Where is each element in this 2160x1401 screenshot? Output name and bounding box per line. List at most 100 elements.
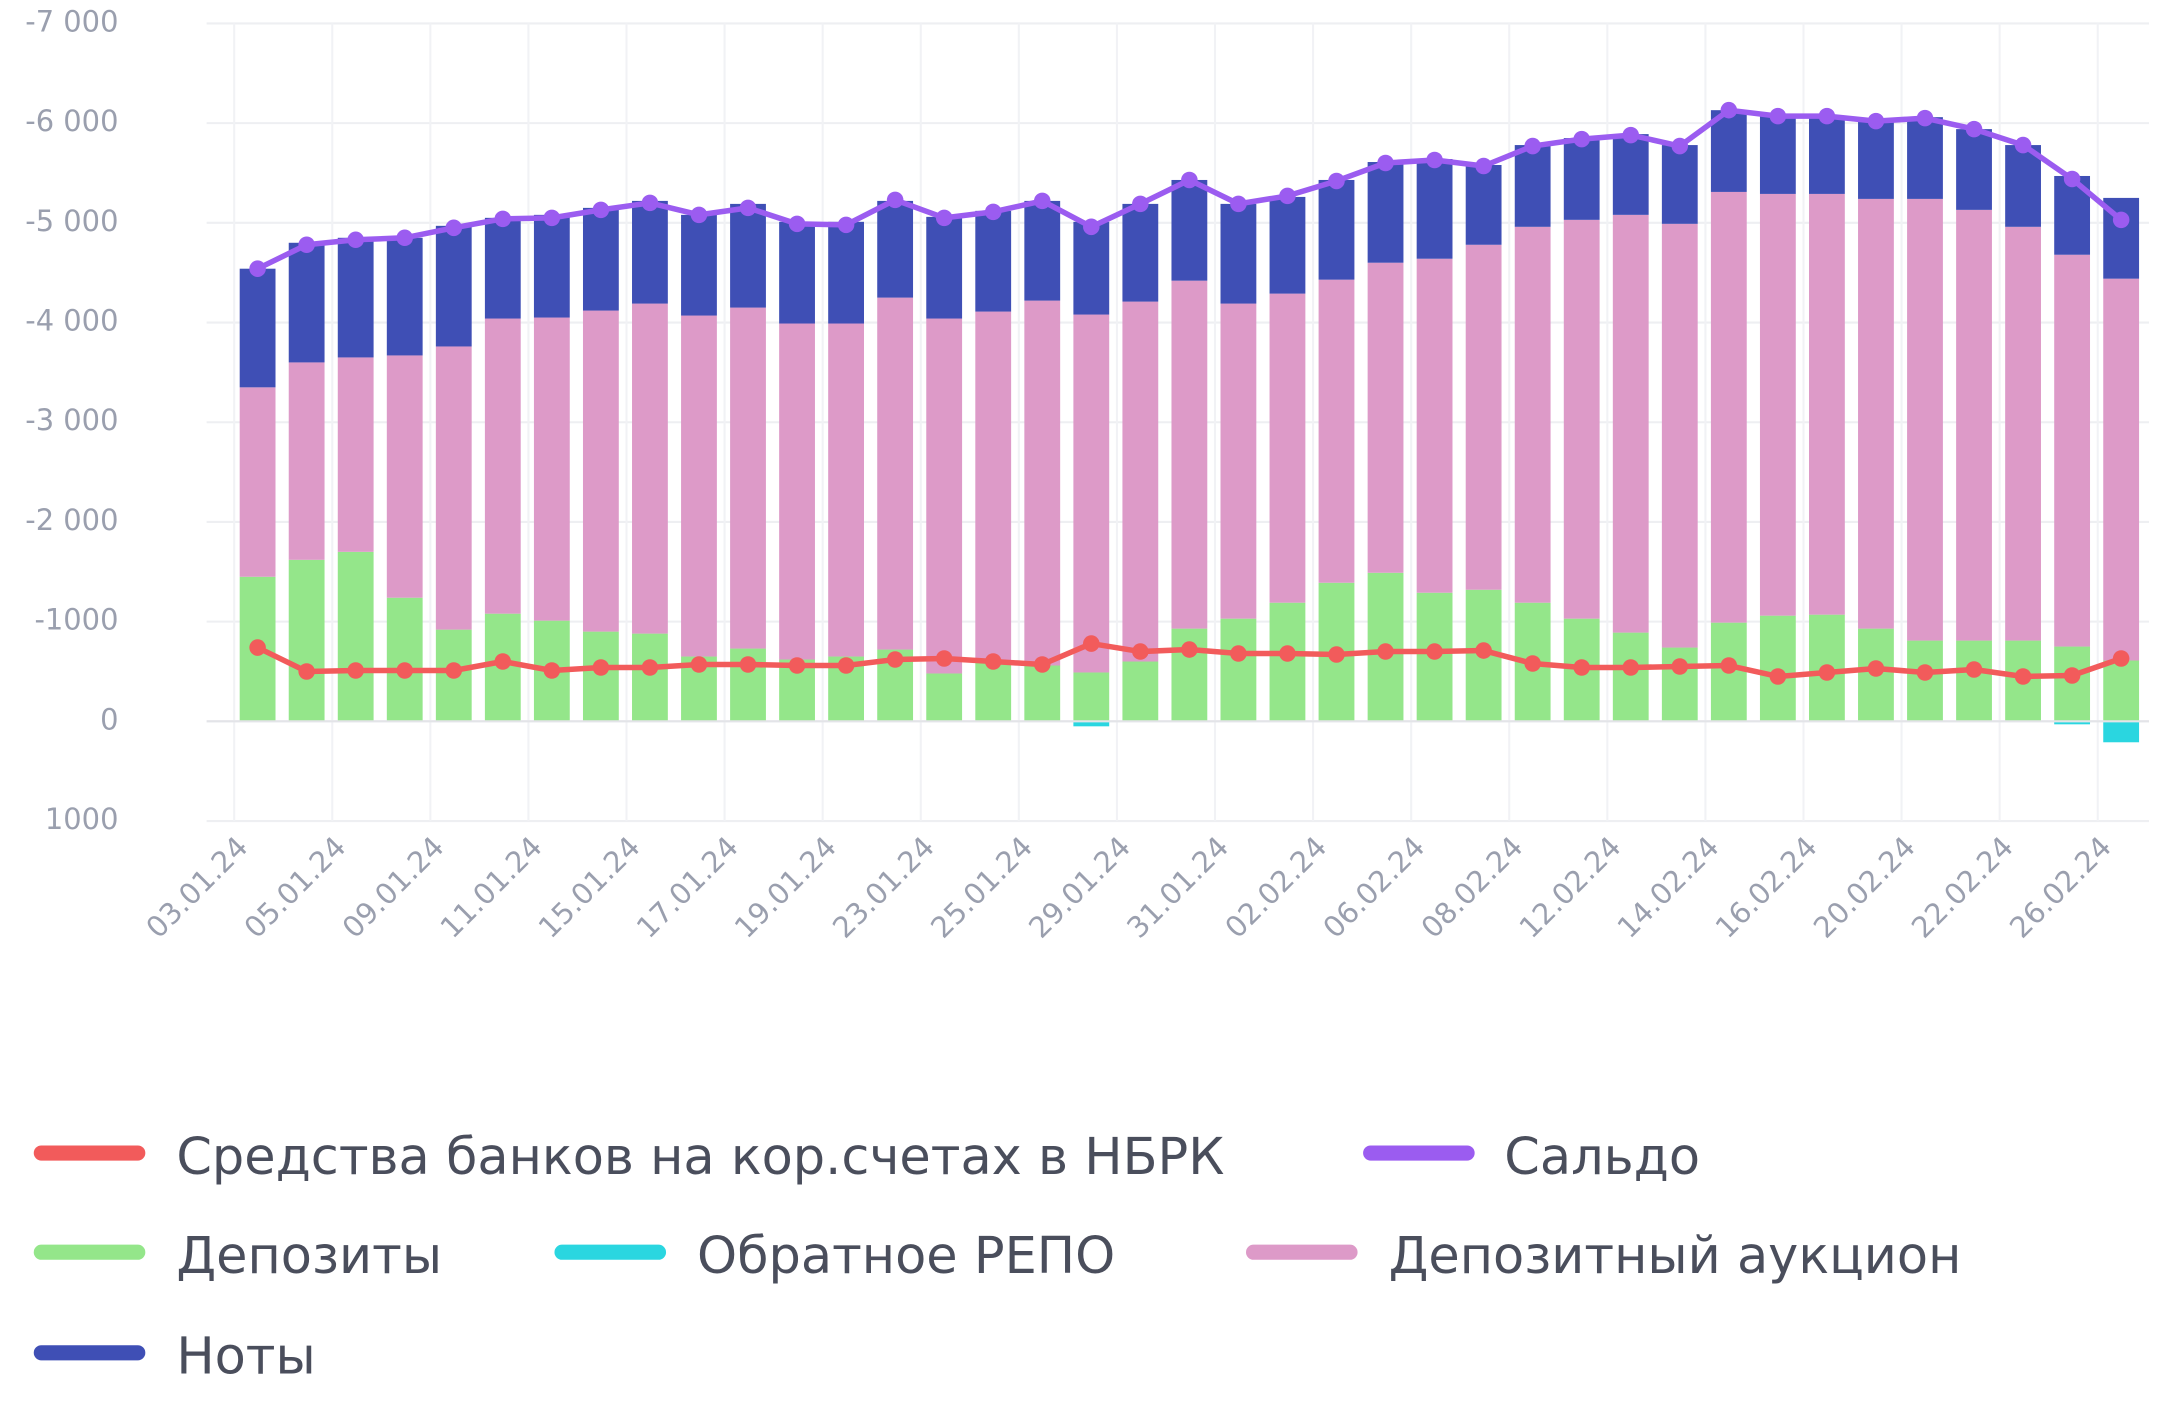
line-point [2063, 667, 2081, 684]
bar-segment [877, 297, 914, 650]
legend-label: Обратное РЕПО [697, 1227, 1115, 1286]
line-point [1230, 195, 1247, 213]
line-point [298, 236, 315, 254]
y-tick-label: -4 000 [25, 304, 118, 338]
bar-segment [632, 303, 668, 634]
y-tick-label: -2 000 [25, 503, 118, 537]
line-point [837, 216, 855, 234]
line-point [347, 231, 364, 249]
bar-segment [484, 217, 521, 319]
bar-segment [1759, 116, 1796, 194]
bar-segment [1612, 214, 1649, 633]
line-point [837, 657, 855, 674]
legend-label: Сальдо [1504, 1128, 1700, 1187]
bar-segment [1907, 640, 1943, 722]
bar-segment [1858, 120, 1894, 199]
line-point [445, 662, 463, 679]
bar-segment [1956, 129, 1992, 210]
y-tick-label: -5 000 [25, 204, 118, 238]
line-point [1867, 660, 1885, 677]
x-tick-label: 25.01.24 [924, 830, 1039, 945]
bar-segment [1956, 640, 1992, 722]
bar-segment [1416, 258, 1453, 593]
bar-segment [975, 210, 1012, 312]
line-point [1965, 120, 1983, 138]
bar-segment [1024, 665, 1061, 722]
bar-segment [1465, 165, 1502, 245]
line-point [2112, 211, 2130, 229]
line-point [396, 662, 413, 679]
line-point [1573, 659, 1590, 676]
bar-segment [484, 318, 521, 614]
line-point [1230, 645, 1247, 662]
line-point [1328, 646, 1345, 663]
bar-segment [337, 551, 374, 722]
bar-segment [1220, 203, 1257, 304]
line-point [1033, 192, 1051, 210]
bar-segment [1318, 179, 1355, 280]
y-tick-label: -6 000 [25, 104, 118, 138]
line-point [690, 206, 708, 224]
line-point [1671, 137, 1689, 155]
bar-segment [926, 673, 963, 722]
line-point [1769, 668, 1787, 685]
bar-segment [1661, 145, 1698, 224]
bar-segment [2054, 254, 2091, 647]
line-point [1916, 109, 1934, 127]
bar-segment [632, 633, 668, 722]
line-point [1622, 659, 1640, 676]
line-point [1377, 154, 1394, 172]
bar-segment [1612, 632, 1649, 722]
bar-segment [828, 221, 864, 324]
bar-segment [533, 317, 570, 621]
bar-segment [632, 200, 668, 304]
legend-label: Ноты [176, 1328, 315, 1387]
bar-segment [1563, 138, 1600, 220]
y-tick-label: -3 000 [25, 403, 118, 437]
bar-segment [779, 323, 815, 660]
bar-segment [828, 323, 864, 657]
bar-segment [1907, 117, 1943, 199]
line-point [543, 209, 561, 227]
x-tick-label: 02.02.24 [1218, 830, 1333, 945]
line-point [984, 653, 1002, 670]
line-point [1867, 112, 1885, 130]
line-point [1279, 187, 1296, 205]
bar-segment [1122, 203, 1159, 302]
bar-segment [239, 387, 276, 577]
bar-segment [730, 203, 766, 308]
x-tick-label: 26.02.24 [2003, 830, 2118, 945]
bar-segment [1171, 280, 1208, 629]
line-point [886, 651, 904, 668]
line-point [1524, 137, 1541, 155]
line-point [935, 209, 953, 227]
bar-segment [1514, 145, 1551, 227]
x-tick-label: 29.01.24 [1022, 830, 1137, 945]
bar-segment [1514, 226, 1551, 603]
line-point [1083, 635, 1100, 652]
bar-segment [779, 221, 815, 324]
bar-segment [975, 311, 1012, 662]
line-point [2063, 170, 2081, 188]
line-point [788, 215, 806, 233]
line-point [249, 260, 266, 277]
x-tick-label: 03.01.24 [139, 830, 254, 945]
bar-segment [1710, 110, 1747, 192]
line-point [886, 191, 904, 209]
legend-label: Депозиты [176, 1227, 442, 1286]
line-point [1818, 664, 1836, 681]
line-point [445, 219, 463, 237]
line-point [1720, 657, 1738, 674]
line-point [1475, 642, 1492, 659]
x-tick-label: 23.01.24 [826, 830, 941, 945]
bar-segment [435, 225, 472, 347]
bar-segment [288, 559, 325, 722]
bar-segment [1367, 162, 1404, 263]
bar-segment [1808, 116, 1845, 194]
bar-segment [1122, 301, 1159, 662]
bar-segment [288, 362, 325, 560]
bar-segment [1956, 209, 1992, 641]
line-point [1622, 126, 1640, 144]
